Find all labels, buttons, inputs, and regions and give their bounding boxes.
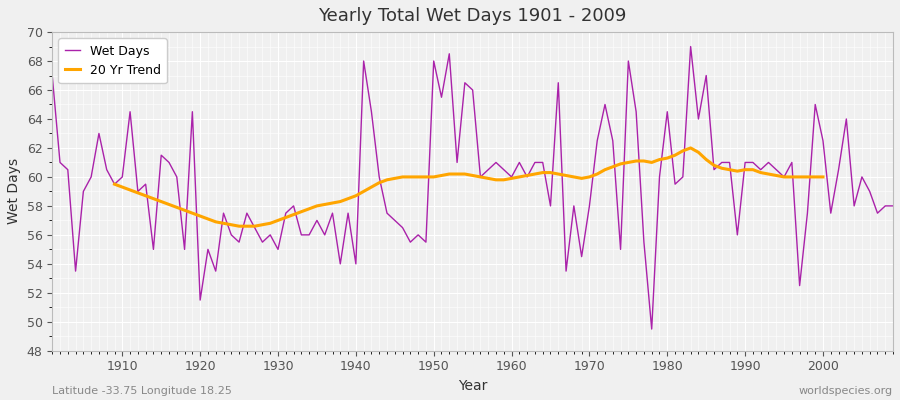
20 Yr Trend	[685, 146, 696, 150]
Text: worldspecies.org: worldspecies.org	[799, 386, 893, 396]
Text: Latitude -33.75 Longitude 18.25: Latitude -33.75 Longitude 18.25	[52, 386, 232, 396]
Line: Wet Days: Wet Days	[52, 46, 893, 329]
Wet Days	[887, 204, 898, 208]
20 Yr Trend	[716, 166, 727, 171]
20 Yr Trend	[817, 174, 828, 179]
Wet Days	[599, 102, 610, 107]
Legend: Wet Days, 20 Yr Trend: Wet Days, 20 Yr Trend	[58, 38, 167, 83]
Wet Days	[646, 327, 657, 332]
Y-axis label: Wet Days: Wet Days	[7, 158, 21, 224]
Wet Days	[506, 174, 517, 179]
Wet Days	[327, 211, 338, 216]
20 Yr Trend	[109, 182, 120, 186]
Wet Days	[281, 211, 292, 216]
Wet Days	[685, 44, 696, 49]
20 Yr Trend	[638, 158, 649, 163]
Wet Days	[109, 182, 120, 186]
X-axis label: Year: Year	[458, 379, 487, 393]
Line: 20 Yr Trend: 20 Yr Trend	[114, 148, 823, 226]
Title: Yearly Total Wet Days 1901 - 2009: Yearly Total Wet Days 1901 - 2009	[319, 7, 626, 25]
20 Yr Trend	[693, 150, 704, 155]
Wet Days	[47, 73, 58, 78]
20 Yr Trend	[670, 153, 680, 158]
20 Yr Trend	[678, 148, 688, 153]
20 Yr Trend	[234, 224, 245, 228]
Wet Days	[499, 167, 509, 172]
20 Yr Trend	[537, 170, 548, 175]
